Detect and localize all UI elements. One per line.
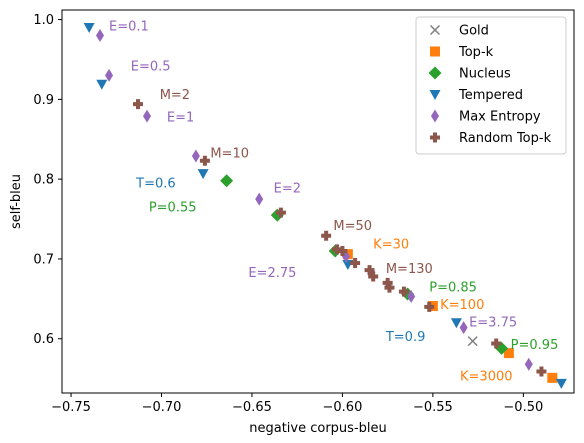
legend: Gold Top-k Nucleus Tempered Max Entropy Rando… — [415, 16, 567, 155]
max-entropy-point — [255, 192, 264, 206]
random-top-k-point — [364, 265, 375, 276]
random-top-k-point — [368, 271, 379, 282]
max-entropy-point — [459, 321, 468, 335]
tempered-point — [197, 169, 209, 180]
max-entropy-point — [95, 29, 104, 43]
point-annotation: E=0.1 — [109, 19, 149, 34]
tempered-point — [555, 378, 567, 389]
random-top-k-point — [350, 257, 361, 268]
nucleus-point — [220, 174, 234, 188]
max-entropy-point — [143, 109, 152, 123]
legend-marker-tempered — [429, 90, 441, 100]
x-tick-label: −0.60 — [323, 400, 363, 415]
random-top-k-point — [491, 338, 502, 349]
y-tick-label: 1.0 — [33, 13, 54, 28]
y-tick-label: 0.6 — [33, 332, 54, 347]
point-annotation: P=0.85 — [429, 280, 477, 295]
legend-marker-nucleus — [428, 66, 442, 80]
plot-area-frame — [61, 9, 575, 394]
legend-label-gold: Gold — [459, 24, 489, 39]
tempered-point — [450, 318, 462, 329]
top-k-point — [503, 348, 514, 359]
random-top-k-point — [424, 301, 435, 312]
x-tick-label: −0.75 — [51, 400, 91, 415]
max-entropy-point — [407, 289, 416, 303]
point-annotation: M=130 — [386, 262, 433, 277]
point-annotation: M=10 — [210, 146, 249, 161]
x-tick-label: −0.65 — [232, 400, 272, 415]
y-tick-label: 0.7 — [33, 252, 54, 267]
point-annotation: P=0.55 — [149, 201, 197, 216]
point-annotation: E=3.75 — [469, 315, 517, 330]
legend-box — [415, 16, 567, 155]
y-tick-label: 0.8 — [33, 173, 54, 188]
points-layer — [83, 23, 567, 389]
max-entropy-point — [524, 357, 533, 371]
point-annotation: E=1 — [167, 110, 194, 125]
legend-marker-gold — [429, 24, 441, 36]
point-annotation: P=0.95 — [511, 338, 559, 353]
legend-label-tempered: Tempered — [458, 88, 523, 103]
annotation-layer: E=0.1E=0.5M=2E=1M=10T=0.6 E=2P=0.55M=50K=… — [109, 19, 558, 384]
top-k-point — [547, 372, 558, 383]
point-annotation: K=100 — [440, 298, 484, 313]
random-top-k-point — [337, 245, 348, 256]
max-entropy-point — [191, 149, 200, 163]
legend-marker-top-k — [430, 46, 440, 57]
point-annotation: K=30 — [373, 237, 409, 252]
point-annotation: T=0.6 — [135, 177, 176, 192]
max-entropy-point — [105, 68, 114, 82]
point-annotation: E=0.5 — [131, 59, 171, 74]
point-annotation: K=3000 — [460, 370, 513, 385]
random-top-k-point — [384, 282, 395, 293]
x-axis-ticks: −0.75 −0.70 −0.65 −0.60 −0.55 −0.50 — [51, 393, 543, 415]
y-axis-ticks: 0.6 0.7 0.8 0.9 1.0 — [33, 13, 62, 347]
gold-point — [467, 336, 478, 347]
point-annotation: T=0.9 — [385, 330, 426, 345]
random-top-k-point — [331, 244, 342, 255]
random-top-k-point — [398, 286, 409, 297]
point-annotation: E=2.75 — [248, 266, 296, 281]
legend-marker-random-top-k — [430, 132, 440, 143]
random-top-k-point — [275, 207, 286, 218]
legend-label-random-top-k: Random Top-k — [459, 131, 552, 146]
x-tick-label: −0.55 — [413, 400, 453, 415]
y-tick-label: 0.9 — [33, 93, 54, 108]
x-tick-label: −0.50 — [503, 400, 543, 415]
random-top-k-point — [199, 155, 210, 166]
random-top-k-point — [321, 230, 332, 241]
y-axis-label: self-bleu — [9, 174, 24, 229]
point-annotation: M=2 — [160, 88, 190, 103]
tempered-point — [96, 79, 108, 90]
legend-label-top-k: Top-k — [458, 45, 494, 60]
legend-label-max-entropy: Max Entropy — [459, 110, 541, 125]
x-tick-label: −0.70 — [142, 400, 182, 415]
random-top-k-point — [132, 99, 143, 110]
legend-label-nucleus: Nucleus — [459, 67, 511, 82]
point-annotation: E=2 — [274, 181, 301, 196]
legend-marker-max-entropy — [431, 109, 439, 123]
random-top-k-point — [536, 366, 547, 377]
tempered-point — [83, 23, 95, 34]
point-annotation: M=50 — [333, 219, 372, 234]
x-axis-label: negative corpus-bleu — [249, 421, 387, 436]
